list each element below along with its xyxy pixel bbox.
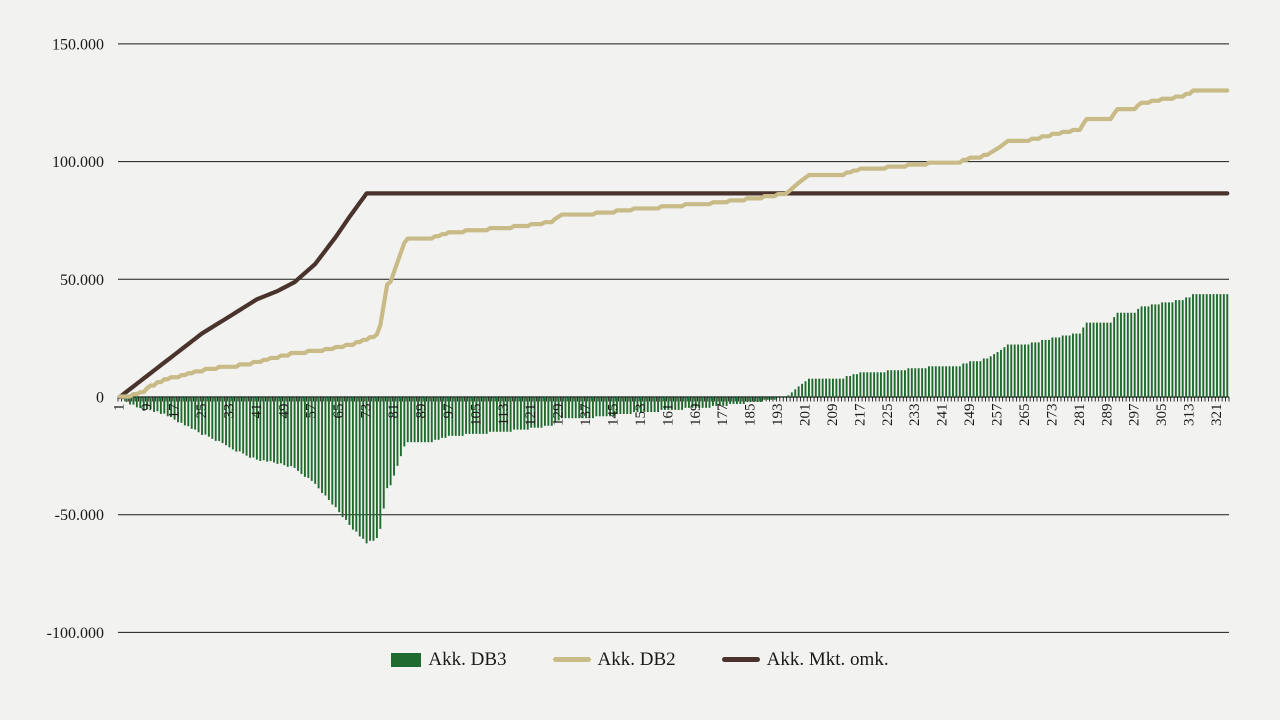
x-axis-tick-label: 89 <box>413 404 429 419</box>
x-axis-tick-label: 145 <box>605 404 621 427</box>
y-axis-tick-label: 100.000 <box>52 154 104 171</box>
x-axis-tick-label: 153 <box>633 404 649 427</box>
x-axis-tick-label: 209 <box>825 404 841 427</box>
x-axis-tick-label: 41 <box>249 404 265 419</box>
x-axis-labels: 1 9 17 25 33 41 49 57 65 73 81 89 97 105 113 121 129 137 1… <box>112 403 1225 426</box>
bars-akk-db3 <box>118 294 1229 544</box>
legend-label-akk-db2: Akk. DB2 <box>597 649 676 670</box>
x-axis-tick-label: 201 <box>798 404 814 427</box>
x-axis-tick-label: 225 <box>880 404 896 427</box>
x-axis-tick-label: 281 <box>1072 404 1088 427</box>
x-axis-tick-label: 17 <box>167 403 183 419</box>
x-axis-tick-label: 113 <box>496 404 512 426</box>
x-axis-tick-label: 273 <box>1044 404 1060 427</box>
legend-item-akk-db3[interactable]: Akk. DB3 <box>391 649 507 670</box>
x-axis-tick-label: 105 <box>468 404 484 427</box>
x-axis-tick-label: 65 <box>331 404 347 419</box>
x-axis-tick-label: 129 <box>551 404 567 427</box>
y-axis-tick-label: 150.000 <box>52 36 104 53</box>
x-axis-tick-label: 1 <box>112 404 128 412</box>
x-axis-tick-label: 169 <box>688 404 704 427</box>
x-axis-tick-label: 97 <box>441 403 457 419</box>
line-akk-mkt-omk <box>117 191 1230 400</box>
x-axis-tick-label: 313 <box>1182 404 1198 427</box>
legend-label-akk-db3: Akk. DB3 <box>428 649 507 670</box>
x-axis-tick-label: 33 <box>221 404 237 419</box>
x-axis-tick-label: 25 <box>194 404 210 419</box>
x-axis-tick-label: 249 <box>962 404 978 427</box>
y-axis-tick-label: -100.000 <box>47 625 104 642</box>
bar-swatch-icon <box>391 652 422 667</box>
x-axis-tick-label: 137 <box>578 403 594 426</box>
line-swatch-icon <box>552 657 591 662</box>
x-axis-tick-label: 241 <box>935 404 951 427</box>
x-axis-tick-label: 161 <box>660 404 676 427</box>
legend-label-akk-mkt-omk: Akk. Mkt. omk. <box>766 649 889 670</box>
x-axis-tick-label: 121 <box>523 404 539 427</box>
y-axis-tick-label: 50.000 <box>60 272 104 289</box>
x-axis-tick-label: 305 <box>1154 404 1170 427</box>
x-axis-tick-label: 233 <box>907 404 923 427</box>
x-axis-tick-label: 81 <box>386 404 402 419</box>
legend-item-akk-db2[interactable]: Akk. DB2 <box>552 649 676 670</box>
y-axis-tick-label: -50.000 <box>55 507 104 524</box>
x-axis-tick-label: 177 <box>715 403 731 426</box>
x-axis-tick-label: 289 <box>1099 404 1115 427</box>
y-axis-labels: 150.000 100.000 50.000 0 -50.000 -100.000 <box>47 36 104 642</box>
legend: Akk. DB3 Akk. DB2 Akk. Mkt. omk. <box>0 650 1280 669</box>
line-akk-db2 <box>117 88 1230 399</box>
x-axis-tick-label: 217 <box>852 403 868 426</box>
line-swatch-icon <box>721 657 760 662</box>
legend-item-akk-mkt-omk[interactable]: Akk. Mkt. omk. <box>721 649 889 670</box>
x-axis-tick-label: 57 <box>304 403 320 419</box>
x-axis-ticks <box>117 397 1230 402</box>
x-axis-tick-label: 257 <box>990 403 1006 426</box>
x-axis-tick-label: 49 <box>276 404 292 419</box>
x-axis-tick-label: 193 <box>770 404 786 427</box>
x-axis-tick-label: 185 <box>743 404 759 427</box>
x-axis-tick-label: 297 <box>1127 403 1143 426</box>
x-axis-tick-label: 321 <box>1209 404 1225 427</box>
x-axis-tick-label: 9 <box>139 404 155 412</box>
y-axis-tick-label: 0 <box>96 390 104 407</box>
x-axis-tick-label: 265 <box>1017 404 1033 427</box>
x-axis-tick-label: 73 <box>359 404 375 419</box>
